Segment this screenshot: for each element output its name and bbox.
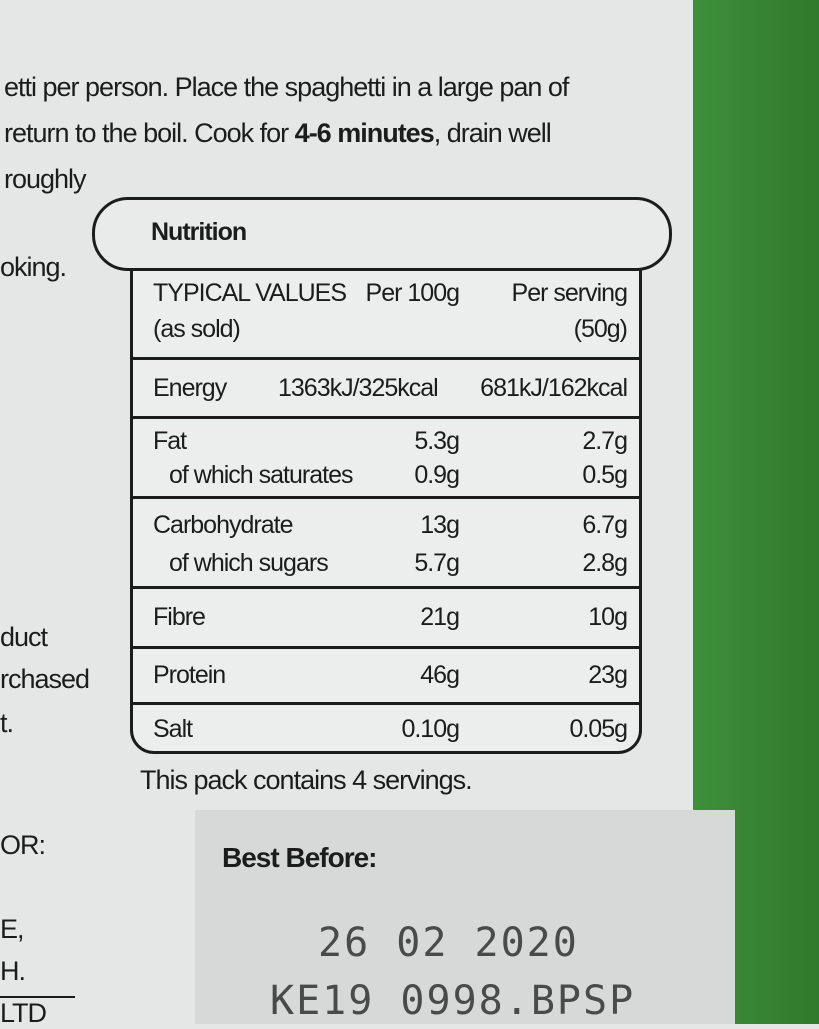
value: 0.05g xyxy=(569,715,628,743)
batch-code: KE19 0998.BPSP xyxy=(270,978,636,1024)
value: 0.9g xyxy=(414,461,460,489)
value: 2.7g xyxy=(582,427,628,455)
label: Fat xyxy=(153,427,187,455)
best-before-date: 26 02 2020 xyxy=(318,920,579,966)
value: 13g xyxy=(420,511,460,539)
value: 1363kJ/325kcal xyxy=(278,374,439,402)
fragment: E, xyxy=(0,914,24,944)
value: 10g xyxy=(588,603,628,631)
label: Protein xyxy=(153,661,226,689)
header: Per serving xyxy=(511,279,628,307)
fragment: rchased xyxy=(0,664,90,694)
value: 5.7g xyxy=(414,549,460,577)
value: 23g xyxy=(588,661,628,689)
row: Fat 5.3g 2.7g of which saturates 0.9g 0.… xyxy=(133,419,639,499)
value: 46g xyxy=(420,661,460,689)
fragment: OR: xyxy=(0,830,46,860)
header: TYPICAL VALUES xyxy=(153,279,347,307)
best-before-label: Best Before: xyxy=(222,842,377,873)
instruction-line: etti per person. Place the spaghetti in … xyxy=(4,72,569,102)
instruction-line: roughly xyxy=(4,164,87,194)
value: 0.10g xyxy=(401,715,460,743)
value: 21g xyxy=(420,603,460,631)
row: Fibre 21g 10g xyxy=(133,589,639,649)
value: 5.3g xyxy=(414,427,460,455)
value: 681kJ/162kcal xyxy=(480,374,628,402)
row: Salt 0.10g 0.05g xyxy=(133,705,639,751)
title: Nutrition xyxy=(151,218,247,246)
row: Protein 46g 23g xyxy=(133,649,639,705)
label: Energy xyxy=(153,374,227,402)
label: of which saturates xyxy=(169,461,353,489)
fragment: oking. xyxy=(0,252,67,282)
label: Carbohydrate xyxy=(153,511,293,539)
fragment: LTD xyxy=(0,998,47,1028)
nutrition-table: TYPICAL VALUES (as sold) Per 100g Per se… xyxy=(130,262,642,754)
row: Carbohydrate 13g 6.7g of which sugars 5.… xyxy=(133,499,639,589)
best-before-panel xyxy=(195,810,735,1024)
text: 4-6 minutes xyxy=(294,118,435,148)
instruction-line: return to the boil. Cook for 4-6 minutes… xyxy=(4,118,552,149)
header: (as sold) xyxy=(153,315,241,343)
header-row: TYPICAL VALUES (as sold) Per 100g Per se… xyxy=(133,265,639,360)
text: return to the boil. Cook for xyxy=(4,118,295,148)
value: 2.8g xyxy=(582,549,628,577)
header: (50g) xyxy=(573,315,628,343)
header: Per 100g xyxy=(365,279,460,307)
fragment: duct xyxy=(0,622,48,652)
text: , drain well xyxy=(433,118,552,148)
label: of which sugars xyxy=(169,549,329,577)
label: Salt xyxy=(153,715,193,743)
servings-note: This pack contains 4 servings. xyxy=(140,765,473,795)
row: Energy 1363kJ/325kcal 681kJ/162kcal xyxy=(133,360,639,419)
rule xyxy=(0,996,75,998)
nutrition-title-box: Nutrition xyxy=(92,197,672,271)
value: 6.7g xyxy=(582,511,628,539)
label: Fibre xyxy=(153,603,206,631)
fragment: t. xyxy=(0,708,14,738)
fragment: H. xyxy=(0,956,26,986)
value: 0.5g xyxy=(582,461,628,489)
